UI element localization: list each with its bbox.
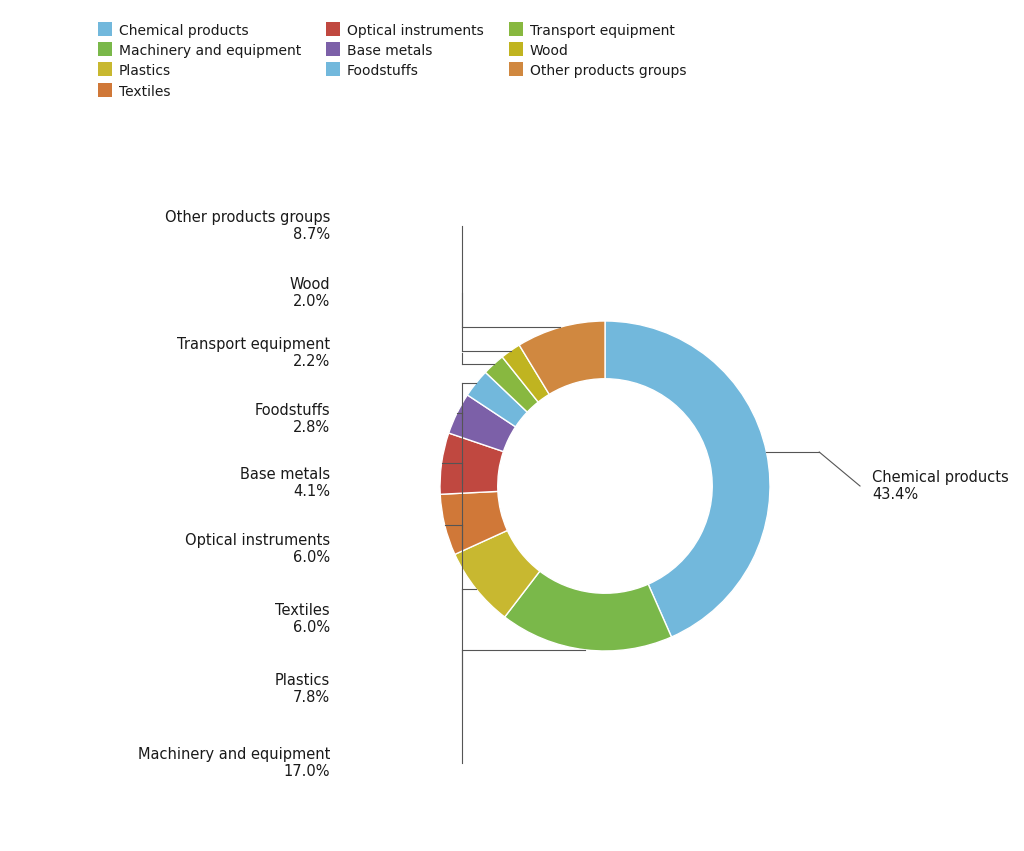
- Text: Textiles
6.0%: Textiles 6.0%: [275, 603, 330, 635]
- Text: Foodstuffs
2.8%: Foodstuffs 2.8%: [254, 403, 330, 435]
- Text: Transport equipment
2.2%: Transport equipment 2.2%: [177, 337, 330, 369]
- Wedge shape: [449, 395, 515, 452]
- Text: Plastics
7.8%: Plastics 7.8%: [274, 673, 330, 705]
- Wedge shape: [605, 321, 770, 637]
- Text: Machinery and equipment
17.0%: Machinery and equipment 17.0%: [137, 747, 330, 780]
- Text: Wood
2.0%: Wood 2.0%: [290, 277, 330, 309]
- Text: Other products groups
8.7%: Other products groups 8.7%: [165, 210, 330, 243]
- Wedge shape: [519, 321, 605, 394]
- Wedge shape: [455, 530, 540, 617]
- Wedge shape: [505, 571, 672, 651]
- Text: Chemical products
43.4%: Chemical products 43.4%: [872, 470, 1009, 502]
- Wedge shape: [440, 491, 507, 554]
- Wedge shape: [440, 433, 504, 494]
- Text: Base metals
4.1%: Base metals 4.1%: [240, 467, 330, 500]
- Wedge shape: [485, 357, 539, 412]
- Wedge shape: [502, 345, 549, 402]
- Text: Optical instruments
6.0%: Optical instruments 6.0%: [185, 533, 330, 565]
- Wedge shape: [467, 372, 527, 427]
- Legend: Chemical products, Machinery and equipment, Plastics, Textiles, Optical instrume: Chemical products, Machinery and equipme…: [94, 20, 690, 103]
